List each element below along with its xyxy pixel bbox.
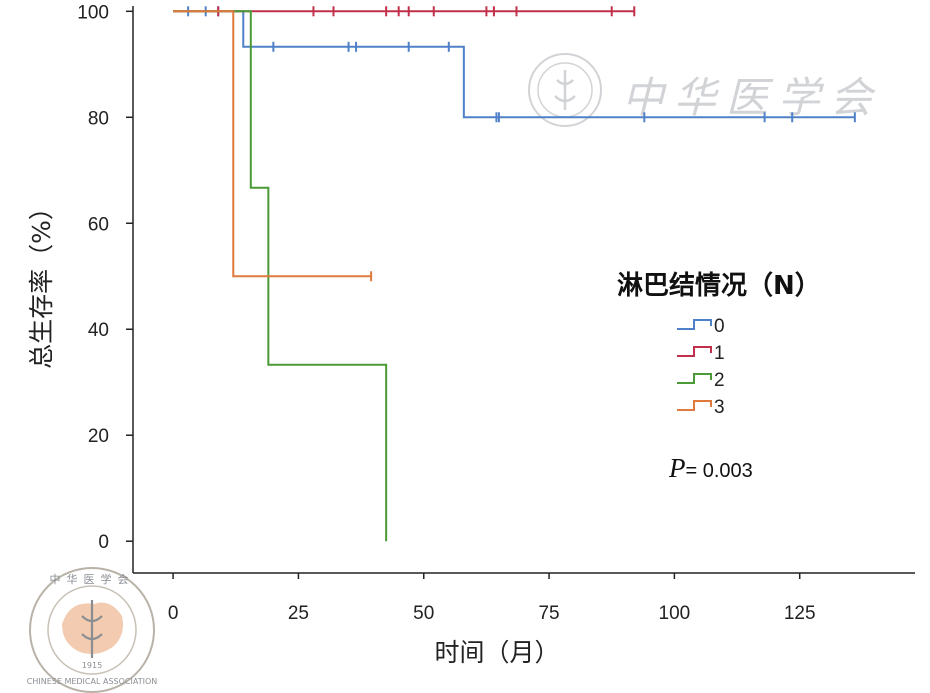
legend-label: 0 bbox=[714, 316, 725, 337]
y-tick-label: 20 bbox=[88, 426, 109, 447]
legend: 0 1 2 3 bbox=[677, 316, 725, 418]
p-value-annotation: P= 0.003 bbox=[668, 453, 753, 483]
x-tick-label: 25 bbox=[288, 603, 309, 624]
y-ticks: 0 20 40 60 80 100 bbox=[77, 2, 133, 553]
watermark-top: 中华医学会 bbox=[529, 54, 882, 126]
x-tick-label: 0 bbox=[168, 603, 179, 624]
x-tick-label: 75 bbox=[538, 603, 559, 624]
legend-label: 3 bbox=[714, 397, 725, 418]
watermark-badge: 中华医学会 CHINESE MEDICAL ASSOCIATION 1915 bbox=[27, 568, 157, 692]
x-tick-label: 125 bbox=[784, 603, 816, 624]
x-ticks: 0 25 50 75 100 125 bbox=[168, 573, 816, 624]
watermark-badge-top-text: 中华医学会 bbox=[50, 572, 135, 586]
watermark-badge-seal-text: CHINESE MEDICAL ASSOCIATION bbox=[27, 677, 157, 686]
legend-label: 2 bbox=[714, 370, 725, 391]
legend-swatch bbox=[677, 374, 711, 383]
legend-label: 1 bbox=[714, 343, 725, 364]
y-axis-title: 总生存率（%） bbox=[27, 195, 56, 369]
p-value-symbol: P bbox=[668, 453, 686, 483]
series-line bbox=[173, 11, 371, 276]
y-tick-label: 0 bbox=[98, 532, 109, 553]
legend-swatch bbox=[677, 320, 711, 329]
x-axis-title: 时间（月） bbox=[434, 638, 559, 667]
x-tick-label: 100 bbox=[659, 603, 691, 624]
x-tick-label: 50 bbox=[413, 603, 434, 624]
legend-title: 淋巴结情况（N） bbox=[617, 271, 821, 301]
watermark-seal-icon bbox=[529, 54, 601, 126]
watermark-badge-year: 1915 bbox=[82, 661, 102, 670]
legend-swatch bbox=[677, 347, 711, 356]
legend-swatch bbox=[677, 401, 711, 410]
y-tick-label: 100 bbox=[77, 2, 109, 23]
y-tick-label: 40 bbox=[88, 320, 109, 341]
y-tick-label: 80 bbox=[88, 108, 109, 129]
series-group bbox=[173, 11, 371, 281]
watermark-calligraphy: 中华医学会 bbox=[622, 73, 882, 122]
y-tick-label: 60 bbox=[88, 214, 109, 235]
p-value-text: = 0.003 bbox=[686, 460, 753, 482]
